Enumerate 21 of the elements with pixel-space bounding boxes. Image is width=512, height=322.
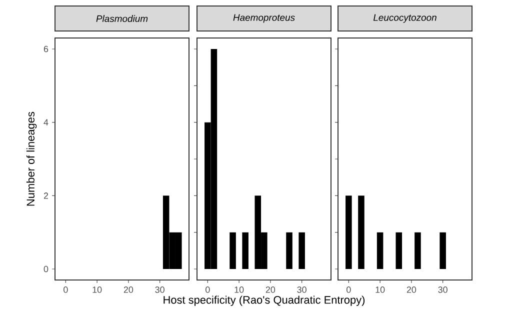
y-tick-label: 6 — [44, 46, 48, 52]
x-tick-label: 0 — [206, 286, 210, 293]
chart-title: Haemoproteus — [233, 14, 295, 23]
x-tick-label: 30 — [297, 286, 306, 293]
y-tick-label: 0 — [44, 266, 48, 272]
x-tick-label: 10 — [92, 286, 102, 293]
x-tick-label: 10 — [234, 286, 244, 293]
y-tick-label: 2 — [44, 192, 48, 199]
x-tick-label: 10 — [376, 286, 385, 293]
x-tick-label: 20 — [124, 286, 134, 293]
x-tick-label: 0 — [346, 286, 351, 293]
chart-title: Leucocytozoon — [373, 14, 436, 23]
x-tick-label: 20 — [266, 286, 276, 293]
x-tick-label: 20 — [406, 286, 416, 293]
x-tick-label: 30 — [155, 286, 164, 293]
x-tick-label: 0 — [64, 286, 68, 293]
y-tick-label: 4 — [44, 119, 48, 126]
x-tick-label: 30 — [438, 286, 448, 293]
x-axis-title: Host specificity (Rao's Quadratic Entropy) — [164, 296, 365, 306]
y-axis-title: Number of lineages — [26, 112, 37, 206]
chart-title: Plasmodium — [96, 15, 148, 22]
